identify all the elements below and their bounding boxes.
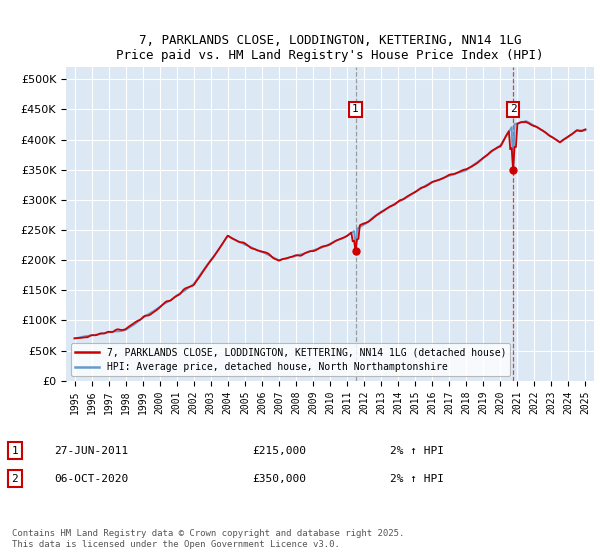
Text: 27-JUN-2011: 27-JUN-2011: [54, 446, 128, 456]
Text: 2: 2: [510, 104, 517, 114]
Text: 2% ↑ HPI: 2% ↑ HPI: [390, 446, 444, 456]
Legend: 7, PARKLANDS CLOSE, LODDINGTON, KETTERING, NN14 1LG (detached house), HPI: Avera: 7, PARKLANDS CLOSE, LODDINGTON, KETTERIN…: [71, 343, 510, 376]
Text: £215,000: £215,000: [252, 446, 306, 456]
Text: 1: 1: [11, 446, 19, 456]
Text: 2% ↑ HPI: 2% ↑ HPI: [390, 474, 444, 484]
Text: Contains HM Land Registry data © Crown copyright and database right 2025.
This d: Contains HM Land Registry data © Crown c…: [12, 529, 404, 549]
Text: 2: 2: [11, 474, 19, 484]
Text: 06-OCT-2020: 06-OCT-2020: [54, 474, 128, 484]
Text: £350,000: £350,000: [252, 474, 306, 484]
Title: 7, PARKLANDS CLOSE, LODDINGTON, KETTERING, NN14 1LG
Price paid vs. HM Land Regis: 7, PARKLANDS CLOSE, LODDINGTON, KETTERIN…: [116, 34, 544, 62]
Text: 1: 1: [352, 104, 359, 114]
